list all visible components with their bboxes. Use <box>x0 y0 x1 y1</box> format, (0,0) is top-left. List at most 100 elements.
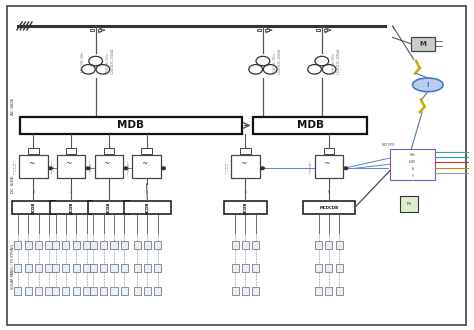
Text: V: V <box>411 174 413 178</box>
Circle shape <box>261 167 264 170</box>
Circle shape <box>48 167 52 170</box>
Text: ~: ~ <box>323 159 330 168</box>
Text: 415V, 3Ph, 50Hz
11kV/415V, 200kVA: 415V, 3Ph, 50Hz 11kV/415V, 200kVA <box>273 50 282 75</box>
Circle shape <box>86 167 90 170</box>
Bar <box>252 264 259 272</box>
Bar <box>155 264 161 272</box>
Text: INVERTER 2
1.2kWp: INVERTER 2 1.2kWp <box>52 160 55 174</box>
Bar <box>144 287 151 295</box>
Text: DCDB: DCDB <box>31 201 36 214</box>
Bar <box>90 29 94 31</box>
Text: MDB: MDB <box>297 120 324 130</box>
Bar <box>336 264 343 272</box>
Text: NET MTR: NET MTR <box>382 143 394 147</box>
Bar <box>392 152 433 157</box>
Bar <box>46 241 53 249</box>
Bar <box>411 37 435 51</box>
Text: MCDCDB: MCDCDB <box>319 206 338 210</box>
Bar <box>46 264 53 272</box>
Bar <box>83 264 90 272</box>
Text: INVERTER 5
1.2kWp: INVERTER 5 1.2kWp <box>227 160 228 174</box>
Bar <box>83 287 90 295</box>
Bar <box>325 287 332 295</box>
Text: 1: 1 <box>32 190 35 194</box>
Text: PV: PV <box>406 202 412 206</box>
Bar <box>90 241 97 249</box>
Text: ~: ~ <box>28 159 34 168</box>
Bar <box>88 201 130 214</box>
Bar <box>50 201 92 214</box>
Text: 4: 4 <box>146 190 147 194</box>
Bar <box>134 241 141 249</box>
Bar <box>392 174 433 179</box>
Circle shape <box>162 167 165 170</box>
Bar <box>73 287 80 295</box>
Bar <box>63 264 70 272</box>
Bar <box>141 148 152 154</box>
Bar <box>240 148 251 154</box>
Bar <box>35 264 42 272</box>
Text: A: A <box>411 167 413 171</box>
Bar <box>254 117 366 134</box>
Bar <box>232 264 238 272</box>
Text: 415V, 3Ph, 50Hz
11kV/415V, 200kVA: 415V, 3Ph, 50Hz 11kV/415V, 200kVA <box>106 50 115 75</box>
Text: 3: 3 <box>108 190 110 194</box>
Bar <box>232 241 238 249</box>
Bar <box>14 287 21 295</box>
Bar <box>110 287 118 295</box>
Bar <box>104 148 114 154</box>
Bar <box>100 264 107 272</box>
Text: 415V, 3Ph, 50Hz
11kV/415V, 200kVA: 415V, 3Ph, 50Hz 11kV/415V, 200kVA <box>332 50 341 75</box>
Bar <box>324 148 334 154</box>
Bar <box>303 201 355 214</box>
Bar <box>110 264 118 272</box>
Bar <box>98 29 101 31</box>
Bar <box>392 159 433 164</box>
Bar <box>52 241 59 249</box>
Text: DCDB: DCDB <box>69 201 73 214</box>
Bar <box>46 287 53 295</box>
Circle shape <box>124 167 128 170</box>
Bar <box>252 241 259 249</box>
Bar <box>232 287 238 295</box>
Text: 5: 5 <box>245 190 246 194</box>
Bar <box>144 264 151 272</box>
Bar <box>28 148 38 154</box>
Bar <box>252 287 259 295</box>
Bar <box>110 241 118 249</box>
Bar <box>121 241 128 249</box>
Text: M: M <box>419 41 427 47</box>
Bar <box>14 264 21 272</box>
Bar <box>132 155 161 178</box>
Bar <box>100 287 107 295</box>
Text: 11kV, 3Ph, 50Hz: 11kV, 3Ph, 50Hz <box>81 51 85 72</box>
Bar <box>392 166 433 172</box>
Bar <box>63 241 70 249</box>
Text: 2: 2 <box>70 190 72 194</box>
Circle shape <box>344 167 348 170</box>
Bar <box>66 148 76 154</box>
Bar <box>20 117 242 134</box>
Text: ~: ~ <box>65 159 72 168</box>
Text: DCDB: DCDB <box>107 201 111 214</box>
Bar <box>400 196 419 213</box>
Bar <box>52 287 59 295</box>
Bar <box>63 287 70 295</box>
Bar <box>155 287 161 295</box>
Bar <box>52 264 59 272</box>
Bar <box>242 241 249 249</box>
Text: ~: ~ <box>141 159 147 168</box>
Text: INVERTER 3
1.2kWp: INVERTER 3 1.2kWp <box>90 160 92 174</box>
Bar <box>390 148 435 180</box>
Bar <box>134 287 141 295</box>
Bar <box>12 201 55 214</box>
Ellipse shape <box>412 78 443 92</box>
Text: 6: 6 <box>328 190 330 194</box>
Text: AC SIDE: AC SIDE <box>11 97 15 115</box>
Bar <box>336 241 343 249</box>
Bar <box>315 264 322 272</box>
Bar <box>90 287 97 295</box>
Bar <box>336 287 343 295</box>
Bar <box>155 241 161 249</box>
Text: DC SIDE: DC SIDE <box>11 176 15 193</box>
